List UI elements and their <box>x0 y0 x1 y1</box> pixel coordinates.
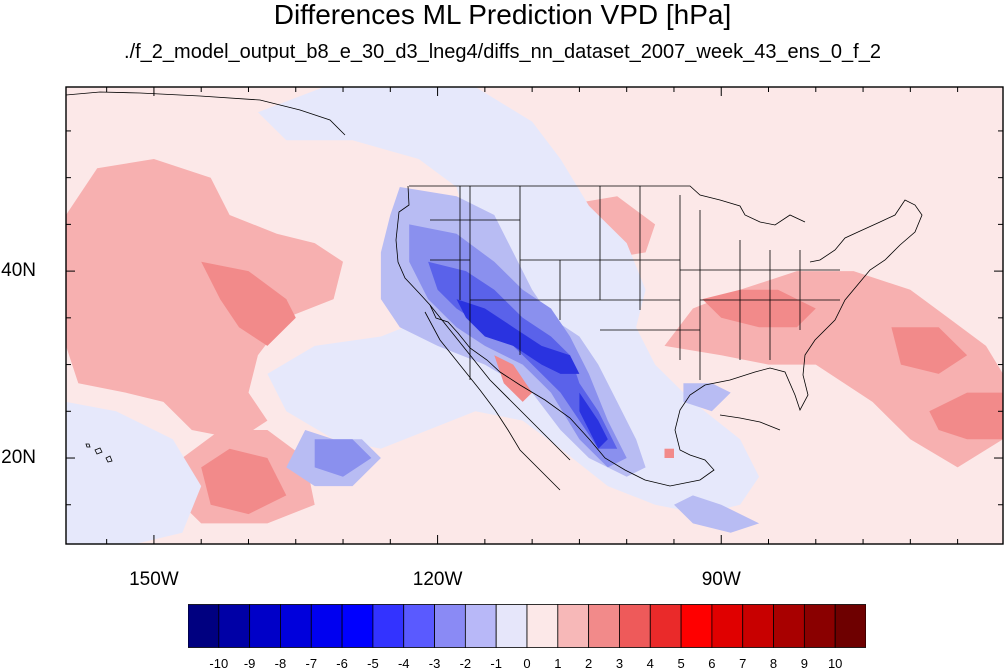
colorbar-label: 2 <box>585 656 593 671</box>
colorbar-label: -2 <box>459 656 472 671</box>
colorbar-label: -4 <box>397 656 410 671</box>
colorbar-label: 10 <box>827 656 843 671</box>
x-tick-label: 90W <box>701 569 741 590</box>
x-tick-label: 120W <box>412 569 463 590</box>
colorbar-label: -9 <box>243 656 256 671</box>
colorbar-label: 6 <box>708 656 716 671</box>
colorbar-cell <box>834 604 866 648</box>
colorbar-cell <box>711 604 744 648</box>
difference-region-13 <box>683 383 731 412</box>
colorbar-cell <box>464 604 497 648</box>
colorbar-label: 1 <box>554 656 562 671</box>
colorbar-cell <box>742 604 774 648</box>
difference-region-14 <box>674 495 760 533</box>
colorbar-cell <box>188 604 220 648</box>
y-tick-label: 20N <box>1 447 36 469</box>
difference-region-18 <box>456 299 580 374</box>
colorbar-cell <box>249 604 281 648</box>
difference-region-20 <box>494 355 533 402</box>
colorbar-cell <box>310 604 343 648</box>
colorbar-cell <box>218 604 251 648</box>
difference-region-0 <box>66 159 343 440</box>
colorbar-label: -5 <box>367 656 379 671</box>
colorbar-cell <box>649 604 682 648</box>
difference-region-21 <box>664 448 674 458</box>
colorbar <box>188 604 866 648</box>
map-subtitle: ./f_2_model_output_b8_e_30_d3_lneg4/diff… <box>124 41 881 63</box>
x-tick-label: 150W <box>129 569 179 590</box>
difference-region-9 <box>66 401 202 544</box>
difference-region-6 <box>702 289 816 328</box>
map-plot <box>65 86 1004 545</box>
difference-region-5 <box>201 448 287 515</box>
colorbar-label: 3 <box>615 656 624 671</box>
coastline-state-borders <box>66 91 923 491</box>
colorbar-cell <box>557 604 590 648</box>
colorbar-cell <box>372 604 405 648</box>
colorbar-cell <box>773 604 805 648</box>
colorbar-label: -10 <box>209 656 229 671</box>
colorbar-label: -7 <box>305 656 318 671</box>
colorbar-label: 4 <box>646 656 654 671</box>
colorbar-cell <box>619 604 651 648</box>
colorbar-cell <box>680 604 713 648</box>
colorbar-label: -8 <box>274 656 287 671</box>
colorbar-label: 0 <box>523 656 531 671</box>
map-title: Differences ML Prediction VPD [hPa] <box>273 0 732 30</box>
plot-frame <box>65 86 1004 545</box>
colorbar-cell <box>526 604 559 648</box>
colorbar-cell <box>280 604 312 648</box>
y-tick-label: 40N <box>1 260 36 282</box>
colorbar-label: 5 <box>677 656 685 671</box>
difference-region-19 <box>579 392 608 449</box>
colorbar-cell <box>495 604 528 648</box>
colorbar-cell <box>403 604 435 648</box>
colorbar-label: -1 <box>490 656 502 671</box>
colorbar-label: 7 <box>739 656 747 671</box>
difference-region-4 <box>201 261 296 346</box>
difference-region-8 <box>929 392 1003 440</box>
difference-field <box>66 87 1003 544</box>
colorbar-label: -6 <box>336 656 348 671</box>
colorbar-cell <box>588 604 620 648</box>
colorbar-label: -3 <box>428 656 441 671</box>
axis-ticks <box>66 87 1003 544</box>
difference-region-7 <box>891 327 968 374</box>
colorbar-cell <box>341 604 374 648</box>
colorbar-cell <box>803 604 836 648</box>
colorbar-label: 9 <box>800 656 808 671</box>
difference-region-16 <box>314 439 372 477</box>
colorbar-label: 8 <box>769 656 778 671</box>
colorbar-cell <box>434 604 466 648</box>
